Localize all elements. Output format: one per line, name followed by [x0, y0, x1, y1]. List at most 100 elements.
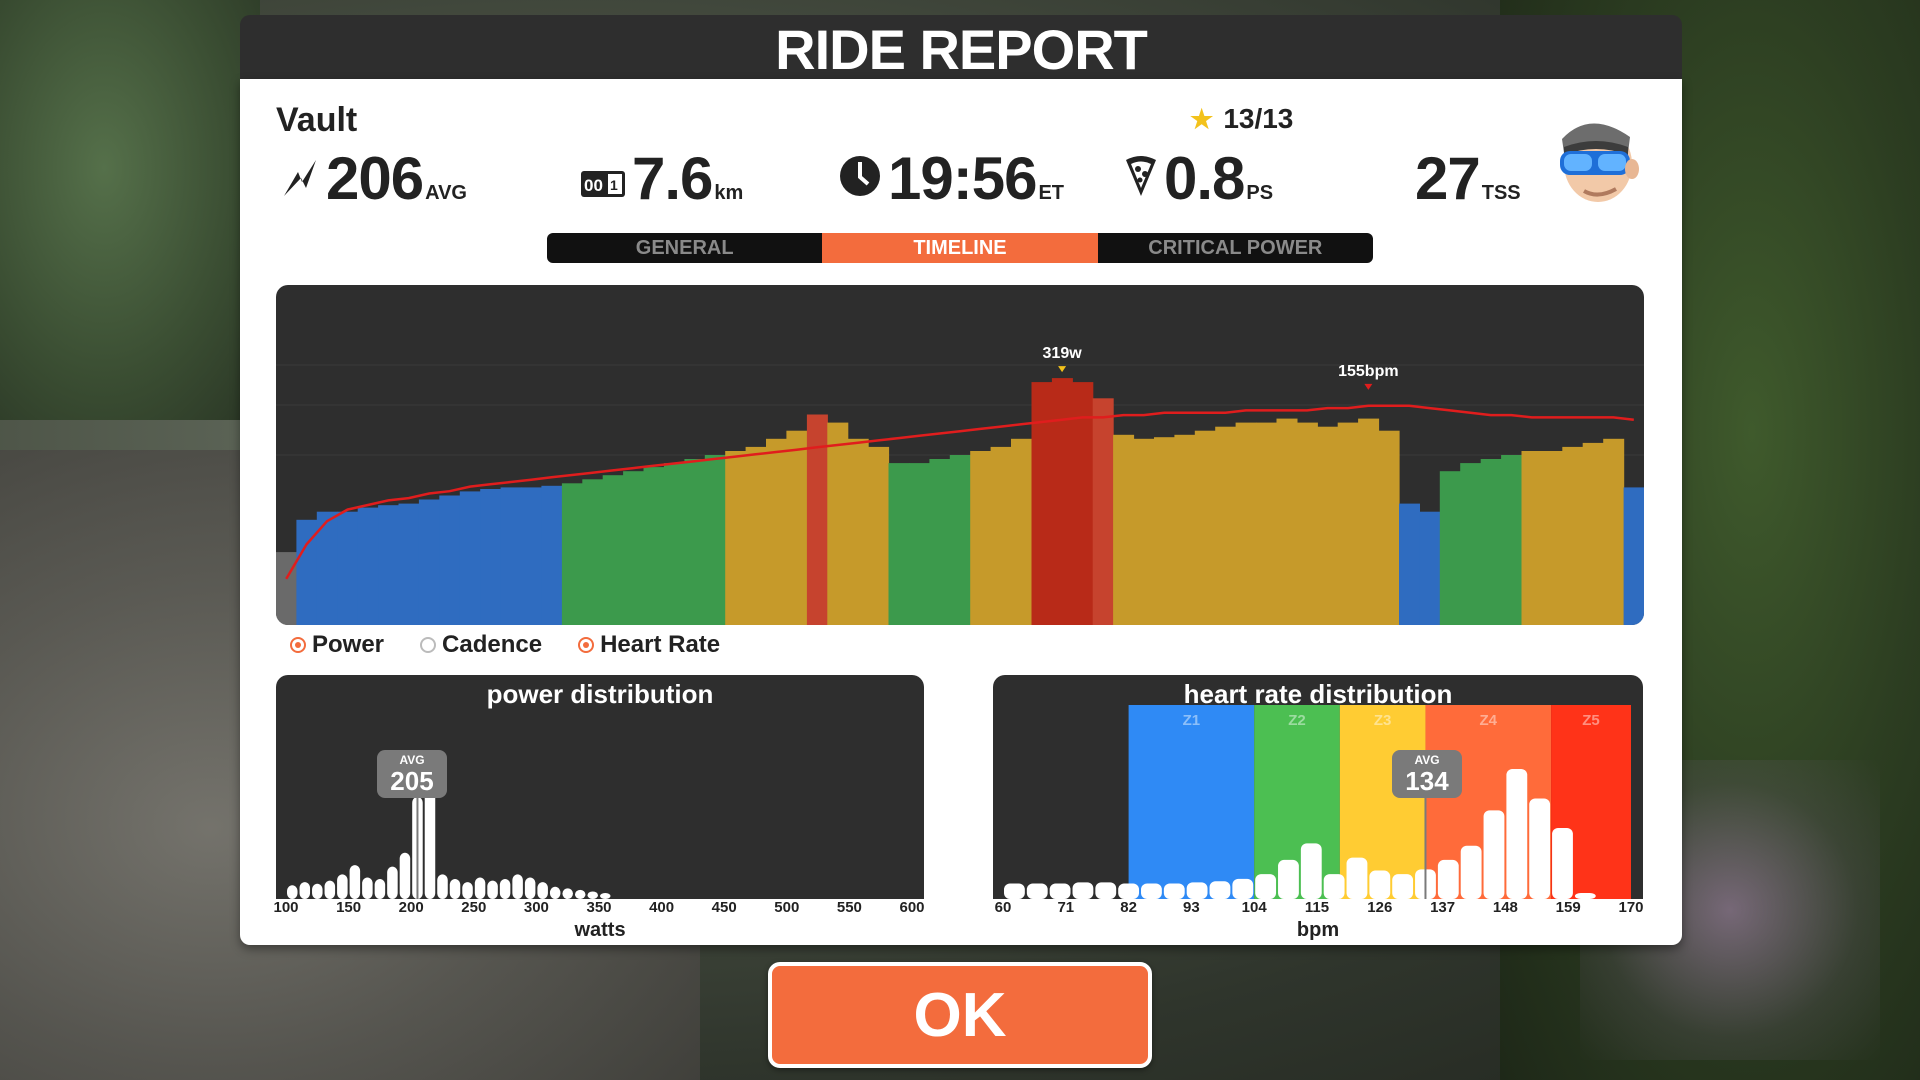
distribution-bar [424, 769, 436, 899]
power-bar [337, 511, 359, 625]
power-bar [663, 463, 685, 625]
power-bar [316, 511, 338, 625]
legend-cadence-toggle[interactable]: Cadence [420, 631, 542, 659]
x-tick-label: 200 [398, 899, 424, 916]
x-tick-label: 300 [523, 899, 549, 916]
x-tick-label: 400 [649, 899, 675, 916]
power-bar [602, 475, 624, 625]
power-bar [378, 505, 400, 625]
power-bar [909, 463, 930, 625]
power-avg-value: 205 [390, 766, 434, 796]
power-bar [643, 467, 665, 625]
power-bar [1113, 434, 1135, 625]
heart-rate-distribution-title: heart rate distribution [1183, 679, 1453, 709]
power-bar [1072, 382, 1094, 625]
distribution-bar [487, 880, 498, 899]
distribution-bar [549, 886, 561, 899]
hr-zone-1-label: Z1 [1183, 712, 1201, 729]
x-tick-label: 71 [1057, 899, 1075, 916]
distribution-bar [1095, 882, 1117, 899]
x-tick-label: 500 [774, 899, 800, 916]
distribution-bar [524, 877, 536, 899]
cadence-radio[interactable] [420, 637, 437, 653]
timeline-legend: Power Cadence Heart Rate [290, 631, 720, 659]
distribution-bar [1209, 881, 1231, 899]
distribution-bar [1529, 798, 1551, 899]
stars-value: 13/13 [1223, 103, 1294, 134]
power-bar [970, 451, 992, 625]
distribution-bar [399, 852, 411, 899]
x-tick-label: 93 [1183, 899, 1200, 916]
power-bar [1011, 438, 1032, 625]
power-bar [786, 430, 808, 625]
power-bar [1623, 487, 1644, 625]
rider-avatar [1540, 109, 1640, 209]
x-tick-label: 137 [1430, 899, 1456, 916]
distribution-bar [587, 891, 598, 899]
distribution-bar [499, 879, 511, 899]
power-bar [704, 455, 726, 625]
heart-rate-distribution-svg: Z1 Z2 Z3 Z4 Z5 [1004, 705, 1631, 899]
tab-timeline[interactable]: TIMELINE [822, 233, 1098, 263]
power-bar [1501, 455, 1523, 625]
power-bar [357, 507, 379, 625]
tab-general[interactable]: GENERAL [635, 236, 734, 259]
power-bar [1256, 422, 1278, 625]
x-tick-label: 126 [1367, 899, 1393, 916]
legend-power-toggle[interactable]: Power [290, 631, 384, 659]
power-bar [1541, 451, 1563, 625]
power-avg-badge: AVG 205 [377, 750, 447, 798]
legend-heart-rate-toggle[interactable]: Heart Rate [578, 631, 720, 659]
star-icon: ★ [1190, 103, 1214, 134]
power-radio[interactable] [290, 637, 306, 653]
power-bar [1378, 430, 1400, 625]
distribution-bar [1118, 883, 1140, 899]
heart-rate-radio[interactable] [578, 637, 595, 653]
hr-zone-4-label: Z4 [1480, 712, 1498, 729]
max-power-label: 319w [1043, 345, 1083, 362]
distribution-bar [1232, 878, 1254, 899]
distribution-bar [1300, 843, 1322, 899]
stars-counter: ★ 13/13 [1190, 103, 1293, 135]
power-bar [1439, 471, 1461, 625]
distribution-bar [537, 882, 548, 899]
heart-rate-line [285, 404, 1634, 580]
timeline-svg: 155bpm 319w [276, 345, 1644, 625]
power-bar [745, 446, 767, 625]
tab-critical-power[interactable]: CRITICAL POWER [1148, 236, 1323, 259]
distribution-bar [362, 877, 373, 899]
distribution-bar [374, 879, 386, 899]
pizza-unit: PS [1246, 182, 1274, 204]
lightning-icon [280, 158, 320, 203]
power-bar [1276, 418, 1298, 625]
hr-zone-2-label: Z2 [1288, 712, 1306, 729]
ok-button[interactable]: OK [768, 962, 1152, 1068]
power-bar [806, 414, 828, 625]
power-bar [1562, 446, 1584, 625]
heart-rate-distribution-chart: heart rate distribution Z1 Z2 Z3 Z4 Z5 AVG 1… [993, 675, 1643, 899]
distance-stat: 00 1 7.6 km [580, 149, 743, 209]
x-tick-label: 60 [994, 899, 1012, 916]
power-bar [990, 446, 1012, 625]
distribution-bar [1323, 874, 1345, 899]
distribution-bar [349, 865, 361, 899]
power-avg-label: AVG [399, 753, 425, 767]
distribution-bar [1072, 882, 1094, 899]
power-bar [1133, 438, 1155, 625]
power-bar [1215, 426, 1237, 625]
distribution-bar [449, 879, 461, 899]
power-bar [521, 487, 542, 625]
svg-text:00: 00 [584, 176, 603, 195]
timeline-chart: 155bpm 319w [276, 285, 1644, 625]
distance-unit: km [714, 182, 744, 204]
x-tick-label: 350 [586, 899, 612, 916]
power-bar [1031, 382, 1053, 625]
panel-body: Vault ★ 13/13 206 AVG 00 1 7.6 km 19: [240, 79, 1682, 945]
hr-zone-5-label: Z5 [1582, 712, 1600, 729]
power-distribution-svg [287, 769, 611, 899]
distribution-bar [1392, 874, 1414, 899]
distribution-bar [299, 882, 311, 899]
ride-report-panel: RIDE REPORT Vault ★ 13/13 206 AVG 00 1 7.… [240, 15, 1682, 945]
background-trees-left [0, 0, 260, 420]
power-bar [418, 499, 440, 625]
